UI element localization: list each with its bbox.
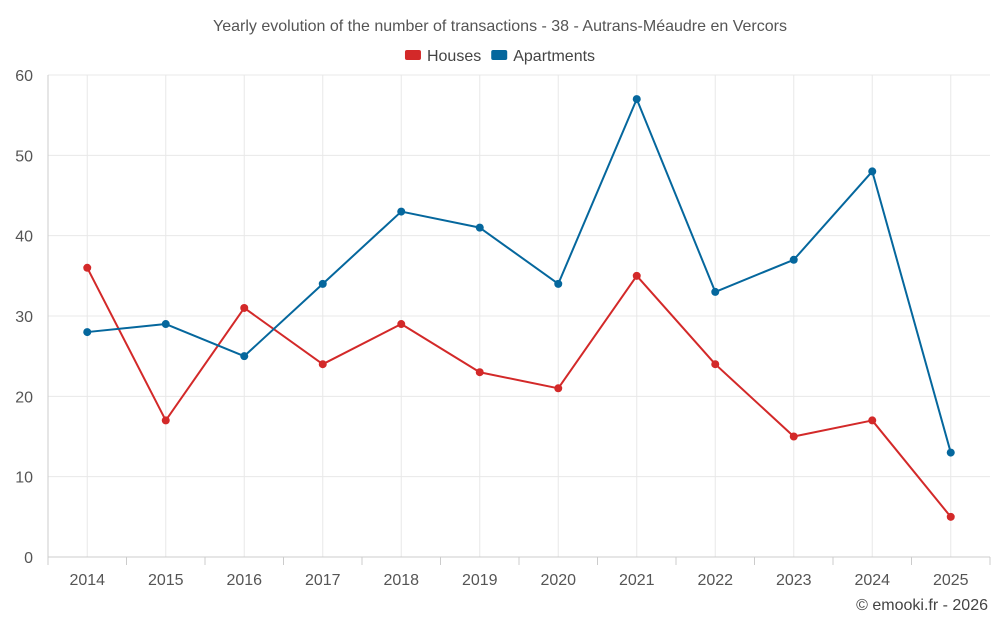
houses-point[interactable]	[554, 384, 563, 393]
chart-title: Yearly evolution of the number of transa…	[213, 18, 787, 35]
y-tick-label: 30	[15, 309, 33, 326]
apartments-point[interactable]	[946, 448, 955, 457]
apartments-point[interactable]	[475, 223, 484, 232]
apartments-point[interactable]	[318, 279, 327, 288]
houses-line	[86, 267, 952, 518]
credit-text: © emooki.fr - 2026	[856, 597, 988, 614]
houses-point[interactable]	[240, 303, 249, 312]
houses-point[interactable]	[789, 432, 798, 441]
apartments-point[interactable]	[632, 95, 641, 104]
houses-point[interactable]	[711, 360, 720, 369]
y-tick-label: 20	[15, 389, 33, 406]
legend-label: Houses	[427, 48, 481, 65]
legend: Houses Apartments	[404, 48, 595, 65]
y-tick-label: 50	[15, 148, 33, 165]
y-tick-label: 60	[15, 68, 33, 85]
x-tick-label: 2016	[226, 572, 262, 589]
x-tick-label: 2022	[697, 572, 733, 589]
y-tick-label: 10	[15, 470, 33, 487]
apartments-point[interactable]	[789, 255, 798, 264]
legend-item-apartments[interactable]: Apartments	[491, 48, 595, 65]
apartments-point[interactable]	[83, 328, 92, 337]
grid	[48, 74, 990, 557]
x-tick-label: 2025	[933, 572, 969, 589]
y-tick-label: 40	[15, 229, 33, 246]
legend-label: Apartments	[513, 48, 595, 65]
x-tick-label: 2018	[383, 572, 419, 589]
apartments-point[interactable]	[161, 320, 170, 329]
apartments-point[interactable]	[397, 207, 406, 216]
x-tick-label: 2023	[776, 572, 812, 589]
x-tick-label: 2017	[305, 572, 341, 589]
houses-series	[83, 263, 955, 521]
houses-point[interactable]	[868, 416, 877, 425]
houses-point[interactable]	[161, 416, 170, 425]
houses-point[interactable]	[83, 263, 92, 272]
apartments-series	[83, 95, 955, 457]
apartments-point[interactable]	[554, 279, 563, 288]
x-tick-label: 2020	[540, 572, 576, 589]
legend-item-houses[interactable]: Houses	[404, 48, 481, 65]
legend-swatch	[404, 50, 421, 60]
x-tick-label: 2019	[462, 572, 498, 589]
houses-point[interactable]	[397, 320, 406, 329]
apartments-point[interactable]	[868, 167, 877, 176]
houses-point[interactable]	[475, 368, 484, 377]
y-tick-label: 0	[24, 550, 33, 567]
series-layer	[83, 95, 955, 521]
x-tick-label: 2014	[69, 572, 105, 589]
houses-point[interactable]	[946, 512, 955, 521]
apartments-point[interactable]	[240, 352, 249, 361]
axes: 0 10 20 30 40 50 60 2014 2015 2016 2017 2018 2019 202…	[15, 68, 991, 589]
x-tick-label: 2015	[148, 572, 184, 589]
x-tick-label: 2021	[619, 572, 655, 589]
apartments-line	[87, 98, 952, 453]
apartments-point[interactable]	[711, 287, 720, 296]
legend-swatch	[491, 50, 508, 60]
houses-point[interactable]	[318, 360, 327, 369]
x-tick-label: 2024	[854, 572, 890, 589]
houses-point[interactable]	[632, 271, 641, 280]
